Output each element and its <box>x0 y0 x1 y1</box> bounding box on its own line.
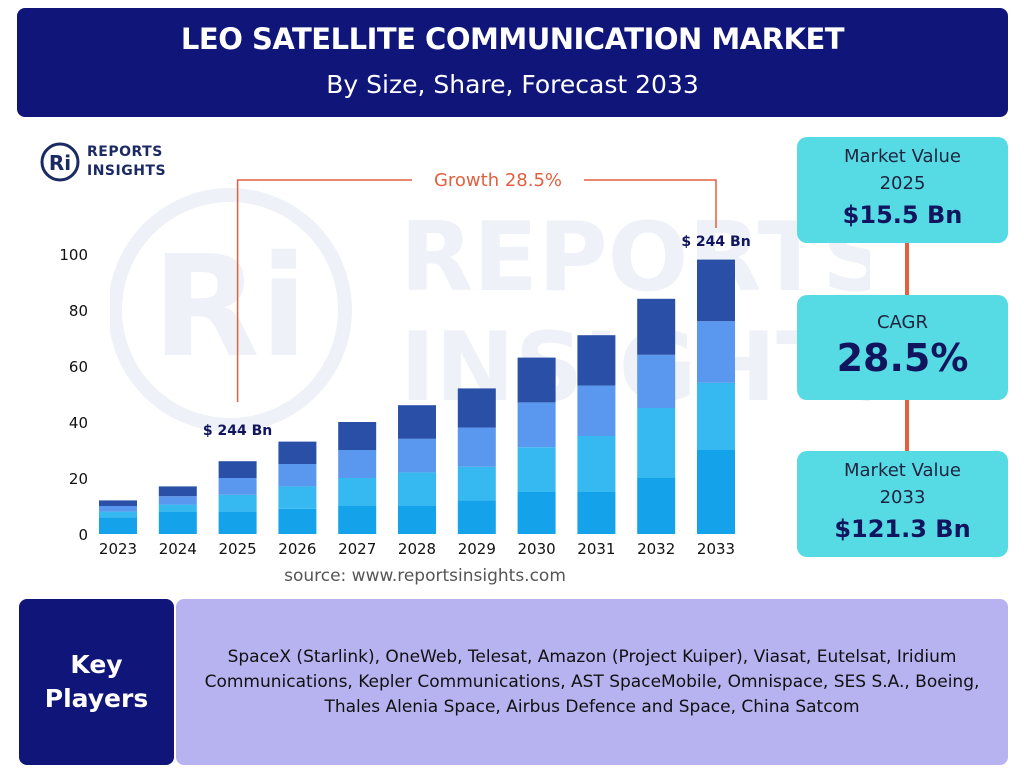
bar-segment <box>577 492 616 534</box>
x-tick-label: 2027 <box>338 540 376 558</box>
growth-label: Growth 28.5% <box>434 170 562 191</box>
bar-segment <box>637 298 676 355</box>
bar-segment <box>398 506 436 534</box>
bar-segment <box>278 486 317 509</box>
bar-segment <box>577 335 616 386</box>
bar-segment <box>158 504 197 512</box>
bar-segment <box>218 478 257 495</box>
bar-segment <box>158 486 197 497</box>
bar-segment <box>99 500 137 506</box>
y-tick-label: 0 <box>78 526 88 544</box>
logo-mark-text: Ri <box>49 151 71 175</box>
bar-segment <box>158 511 197 534</box>
x-tick-label: 2024 <box>159 540 197 558</box>
key-players-list: SpaceX (Starlink), OneWeb, Telesat, Amaz… <box>204 646 980 717</box>
x-tick-label: 2023 <box>99 540 137 558</box>
bar-segment <box>338 506 377 534</box>
bar-segment <box>577 436 616 492</box>
page-title: LEO SATELLITE COMMUNICATION MARKET <box>180 22 845 56</box>
watermark-mark: Ri <box>152 226 308 389</box>
bar-segment <box>278 508 317 534</box>
bar-segment <box>637 354 676 408</box>
bar-segment <box>697 450 735 534</box>
source-text: source: www.reportsinsights.com <box>284 566 566 586</box>
market-value-2025-label: Market Value <box>843 146 962 167</box>
bar-segment <box>278 464 317 487</box>
x-tick-label: 2029 <box>458 540 496 558</box>
bar-segment <box>218 494 257 512</box>
growth-line-left <box>236 179 412 402</box>
key-players-title-line2: Players <box>44 684 149 713</box>
x-tick-label: 2032 <box>637 540 675 558</box>
bar-chart: 0 20 40 60 80 100 2023 2024 2025 2026 2027 2028 2029… <box>59 170 750 558</box>
market-value-2033-value: $121.3 Bn <box>834 515 971 543</box>
bar-segment <box>218 461 257 478</box>
bar-segment <box>99 517 137 534</box>
x-tick-label: 2026 <box>278 540 316 558</box>
bar-segment <box>99 511 137 518</box>
connector-line <box>905 243 909 295</box>
bar-segment <box>158 496 197 505</box>
growth-line-right <box>584 179 717 228</box>
y-tick-label: 20 <box>69 470 88 488</box>
bar-value-label-2033: $ 244 Bn <box>681 234 750 250</box>
bar-segment <box>457 466 496 501</box>
bar-segment <box>278 441 317 464</box>
logo-line1: REPORTS <box>87 144 163 160</box>
watermark-line1: REPORTS <box>400 203 870 313</box>
bar-segment <box>697 259 735 322</box>
bar-segment <box>99 506 137 512</box>
bar-segment <box>338 478 377 506</box>
bar-segment <box>697 382 735 450</box>
cagr-box: CAGR 28.5% <box>797 295 1008 400</box>
market-value-2033-box: Market Value 2033 $121.3 Bn <box>797 451 1008 557</box>
bar-segment <box>398 472 436 506</box>
x-tick-label: 2025 <box>219 540 257 558</box>
watermark: Ri REPORTS INSIGHTS <box>110 188 870 432</box>
market-value-2025-year: 2025 <box>879 173 926 194</box>
cagr-label: CAGR <box>876 312 929 333</box>
logo-line2: INSIGHTS <box>87 163 167 179</box>
bar-segment <box>697 321 735 383</box>
y-tick-label: 40 <box>69 414 88 432</box>
bar-segment <box>457 388 496 428</box>
market-value-2033-year: 2033 <box>879 487 926 508</box>
y-tick-label: 60 <box>69 358 88 376</box>
bar-segment <box>637 408 676 478</box>
bar-segment <box>457 427 496 467</box>
cagr-value: 28.5% <box>836 336 969 380</box>
x-tick-label: 2028 <box>398 540 436 558</box>
connector-line <box>905 400 909 451</box>
bar-segment <box>517 357 556 403</box>
y-tick-label: 80 <box>69 302 88 320</box>
header-banner: LEO SATELLITE COMMUNICATION MARKET By Si… <box>17 8 1008 117</box>
bar-segment <box>517 492 556 534</box>
page-subtitle: By Size, Share, Forecast 2033 <box>326 70 699 99</box>
bar-segment <box>517 402 556 448</box>
bar-segment <box>398 438 436 473</box>
x-tick-label: 2031 <box>577 540 615 558</box>
key-players-panel: SpaceX (Starlink), OneWeb, Telesat, Amaz… <box>176 599 1008 765</box>
bar-segment <box>517 447 556 492</box>
bar-segment <box>457 500 496 534</box>
bar-segment <box>338 422 377 450</box>
y-tick-label: 100 <box>59 246 88 264</box>
bar-segment <box>398 405 436 439</box>
reports-insights-logo: Ri REPORTS INSIGHTS <box>40 142 190 182</box>
market-value-2033-label: Market Value <box>843 460 962 481</box>
key-players-heading: Key Players <box>19 599 174 765</box>
bar-segment <box>338 450 377 478</box>
bar-value-label-2025: $ 244 Bn <box>203 423 272 439</box>
x-tick-label: 2033 <box>697 540 735 558</box>
bar-segment <box>218 511 257 534</box>
key-players-title-line1: Key <box>70 650 123 679</box>
bar-segment <box>577 385 616 436</box>
x-tick-label: 2030 <box>518 540 556 558</box>
bar-segment <box>637 478 676 534</box>
market-value-2025-value: $15.5 Bn <box>842 201 963 229</box>
market-value-2025-box: Market Value 2025 $15.5 Bn <box>797 137 1008 243</box>
logo-mark-icon: Ri <box>40 142 80 182</box>
